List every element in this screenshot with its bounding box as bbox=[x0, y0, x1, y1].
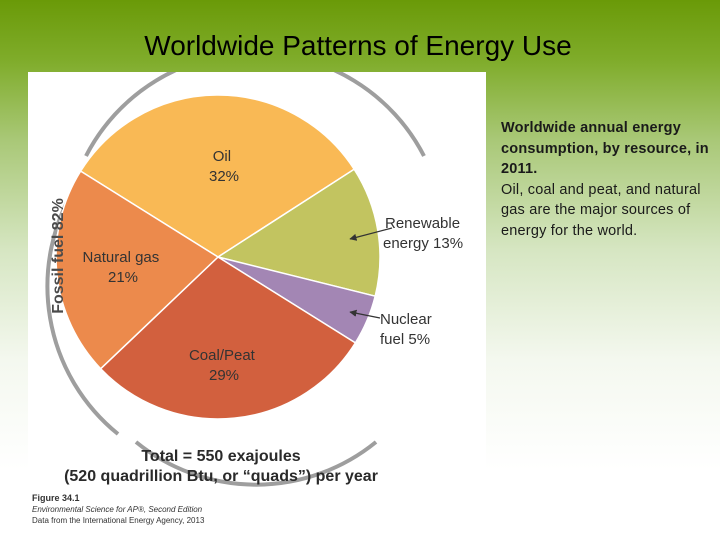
total-line-1: Total = 550 exajoules bbox=[141, 448, 300, 465]
figure-panel: Oil 32% Renewable energy 13% Nuclear fue… bbox=[28, 72, 486, 534]
renewable-leader-line bbox=[349, 227, 393, 241]
pie-slice-oil bbox=[79, 94, 356, 258]
outer-ring-bottom bbox=[134, 440, 378, 487]
pie-slice-natural-gas bbox=[55, 170, 220, 370]
caption-body: Oil, coal and peat, and natural gas are … bbox=[501, 181, 701, 239]
slice-label-gas: Natural gas 21% bbox=[83, 249, 164, 286]
nuclear-leader-line bbox=[349, 309, 381, 319]
slide-title: Worldwide Patterns of Energy Use bbox=[0, 30, 720, 62]
pie-slice-coal-peat bbox=[99, 256, 357, 420]
caption-heading: Worldwide annual energy consumption, by … bbox=[501, 120, 709, 177]
fossil-fuel-label: Fossil fuel 82% bbox=[50, 198, 67, 314]
outer-ring-top bbox=[84, 72, 426, 157]
book-credit: Environmental Science for AP®, Second Ed… bbox=[32, 505, 203, 514]
pie-slices bbox=[55, 94, 381, 420]
pie-chart: Oil 32% Renewable energy 13% Nuclear fue… bbox=[32, 72, 464, 525]
figure-number: Figure 34.1 bbox=[32, 493, 80, 503]
pie-slice-renewable-energy bbox=[216, 168, 381, 298]
total-line-2: (520 quadrillion Btu, or “quads”) per ye… bbox=[64, 468, 378, 485]
slice-label-nuclear: Nuclear fuel 5% bbox=[380, 311, 436, 348]
data-source: Data from the International Energy Agenc… bbox=[32, 516, 205, 525]
slice-label-renewable: Renewable energy 13% bbox=[383, 215, 464, 252]
slice-label-coal: Coal/Peat 29% bbox=[189, 347, 259, 384]
slide-title-text: Worldwide Patterns of Energy Use bbox=[144, 30, 572, 61]
slice-label-oil: Oil 32% bbox=[209, 148, 239, 185]
fossil-fuel-bracket bbox=[45, 184, 120, 436]
caption: Worldwide annual energy consumption, by … bbox=[501, 118, 713, 241]
